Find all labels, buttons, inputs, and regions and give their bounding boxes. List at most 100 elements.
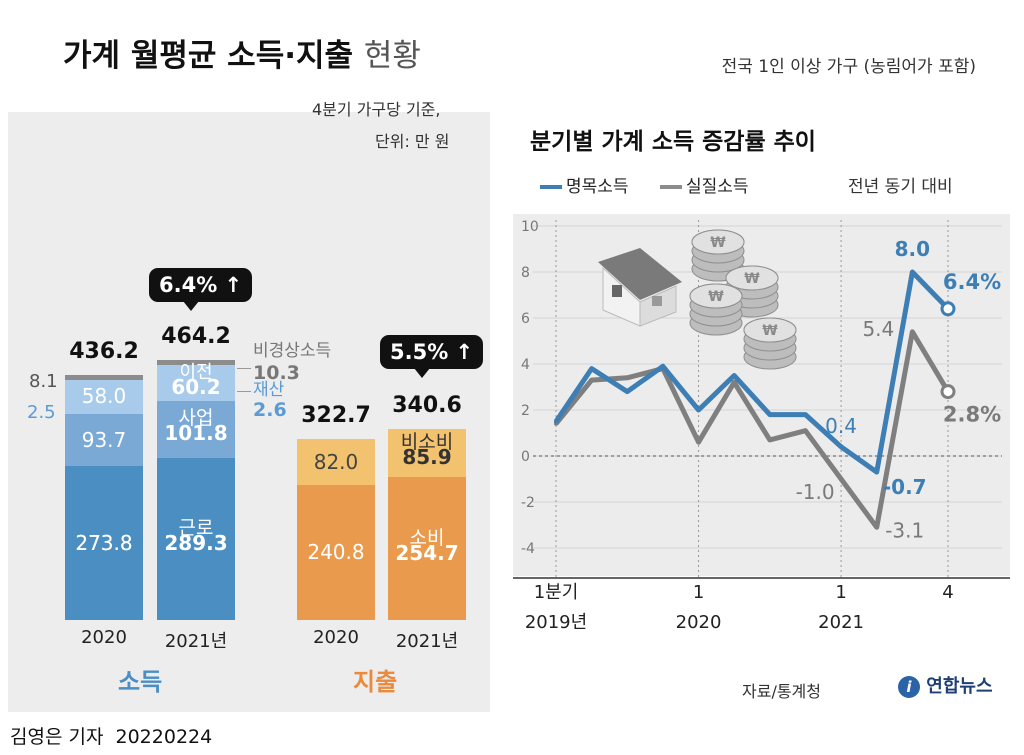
bar-income-labor <box>157 457 235 620</box>
yoy-note: 전년 동기 대비 <box>848 177 953 197</box>
x-tick-label: 1 <box>835 582 846 603</box>
bar-income-labor <box>65 466 143 620</box>
bar-income-business-label: 93.7 <box>81 428 127 453</box>
bar-income-property-name: 재산 <box>253 379 285 400</box>
coin-stack-icon <box>743 317 797 343</box>
nominal-data-label: 0.4 <box>825 414 857 438</box>
legend-real-swatch <box>660 185 682 189</box>
real-data-label: 2.8% <box>943 403 1001 427</box>
nominal-income-line-start-point <box>554 419 558 424</box>
nominal-data-label: 8.0 <box>895 237 930 261</box>
bar-income-business-label: 101.8 <box>164 421 228 446</box>
legend-nominal: 명목소득 <box>540 172 629 197</box>
x-tick-label: 1분기 <box>534 582 579 603</box>
bar-spending-consumption-label: 240.8 <box>307 540 365 565</box>
y-tick-label: 2 <box>521 403 530 419</box>
bar-spending-nonconsumption-label: 85.9 <box>402 445 452 470</box>
logo-icon: i <box>898 676 920 698</box>
coin-icon <box>691 229 745 255</box>
coin-stack-icon <box>689 310 743 336</box>
bar-income-labor-name: 근로 <box>178 516 214 539</box>
coin-stack-icon <box>725 274 779 300</box>
y-tick-label: 8 <box>521 265 530 281</box>
won-symbol-icon: ₩ <box>710 235 726 251</box>
bar-income-property <box>65 412 143 414</box>
byline-date: 20220224 <box>115 726 213 748</box>
bar-income-labor-value: 273.8 <box>75 531 133 556</box>
y-tick-label: 0 <box>521 449 530 465</box>
bar-x-label: 2020 <box>81 627 127 648</box>
bar-spending-nonconsumption <box>388 428 466 478</box>
basis-note-line1: 4분기 가구당 기준, <box>312 100 441 119</box>
bar-spending-total: 340.6 <box>392 392 462 418</box>
legend-nominal-label: 명목소득 <box>566 177 629 197</box>
house-window-icon <box>612 285 622 297</box>
coin-stack-icon <box>689 292 743 318</box>
x-tick-sublabel: 2019년 <box>525 612 587 633</box>
bar-income-property-label: 2.5 <box>27 401 56 423</box>
bar-income-property <box>157 399 235 401</box>
bar-income-nonrecurring-label: 10.3 <box>253 361 300 384</box>
coin-stack-icon <box>689 301 743 327</box>
coin-stack-icon <box>691 256 745 282</box>
scope-note: 전국 1인 이상 가구 (농림어가 포함) <box>721 57 976 77</box>
spending-change-tip: 5.5% ↑ <box>380 334 484 378</box>
bar-income-total: 464.2 <box>161 323 231 349</box>
page-title: 가계 월평균 소득·지출 현황 <box>63 30 421 75</box>
bar-spending-consumption-name: 소비 <box>409 526 445 549</box>
coin-stack-icon <box>743 344 797 370</box>
y-tick-label: 10 <box>521 219 539 235</box>
x-tick-sublabel: 2020 <box>676 612 722 633</box>
legend-nominal-swatch <box>540 185 562 189</box>
y-tick-label: -2 <box>521 495 535 511</box>
bar-spending-nonconsumption-label: 82.0 <box>313 449 359 474</box>
won-symbol-icon: ₩ <box>744 271 760 287</box>
x-tick-sublabel: 2021 <box>818 612 864 633</box>
coin-icon <box>725 265 779 291</box>
line-plot-background <box>513 214 1010 576</box>
x-tick-label: 4 <box>942 582 953 603</box>
coin-icon <box>689 283 743 309</box>
coin-stack-icon <box>725 292 779 318</box>
income-change-tip: 6.4% ↑ <box>149 267 253 311</box>
line-chart-title: 분기별 가계 소득 증감률 추이 <box>530 129 816 155</box>
bar-income-business-name: 사업 <box>178 407 214 430</box>
nominal-data-label: 6.4% <box>943 270 1001 294</box>
won-symbol-icon: ₩ <box>762 323 778 339</box>
bar-income-callout <box>237 367 251 369</box>
y-tick-label: 4 <box>521 357 530 373</box>
nominal-data-label: -0.7 <box>883 475 927 499</box>
real-income-line-endpoint <box>940 384 956 400</box>
bar-x-label: 2021년 <box>164 631 228 652</box>
coin-stack-icon <box>689 283 743 309</box>
bar-spending-nonconsumption <box>297 438 375 485</box>
coin-stack-icon <box>743 335 797 361</box>
bar-spending-consumption <box>388 477 466 620</box>
bar-income-transfer-label: 60.2 <box>171 375 221 400</box>
legend-real-label: 실질소득 <box>686 177 749 197</box>
bar-income-business <box>65 413 143 467</box>
source-note: 자료/통계청 <box>742 682 821 701</box>
legend-real: 실질소득 <box>660 172 749 197</box>
spending-group-label: 지출 <box>353 668 398 696</box>
house-window-icon <box>652 296 662 306</box>
byline-reporter: 김영은 기자 <box>10 726 104 748</box>
bar-income-nonrecurring-name: 비경상소득 <box>253 340 332 361</box>
nominal-income-line-endpoint <box>940 301 956 317</box>
basis-note-line2: 단위: 만 원 <box>375 132 450 151</box>
agency-logo: i 연합뉴스 <box>898 672 993 698</box>
bar-income-nonrecurring <box>65 375 143 380</box>
bar-income-callout <box>237 390 251 392</box>
bar-income-labor-label: 289.3 <box>164 530 228 555</box>
bar-spending-total: 322.7 <box>301 402 371 428</box>
coin-icon <box>743 317 797 343</box>
bar-income-property-label: 2.6 <box>253 398 287 421</box>
house-roof-icon <box>598 248 682 300</box>
income-group-label: 소득 <box>118 668 163 696</box>
house-coins-illustration: ₩ ₩ ₩ ₩ <box>598 229 797 370</box>
won-symbol-icon: ₩ <box>708 289 724 305</box>
coin-stack-icon <box>743 326 797 352</box>
real-data-label: -1.0 <box>796 480 835 504</box>
house-wall-icon <box>602 266 641 327</box>
bar-income-transfer-label: 58.0 <box>81 384 127 409</box>
